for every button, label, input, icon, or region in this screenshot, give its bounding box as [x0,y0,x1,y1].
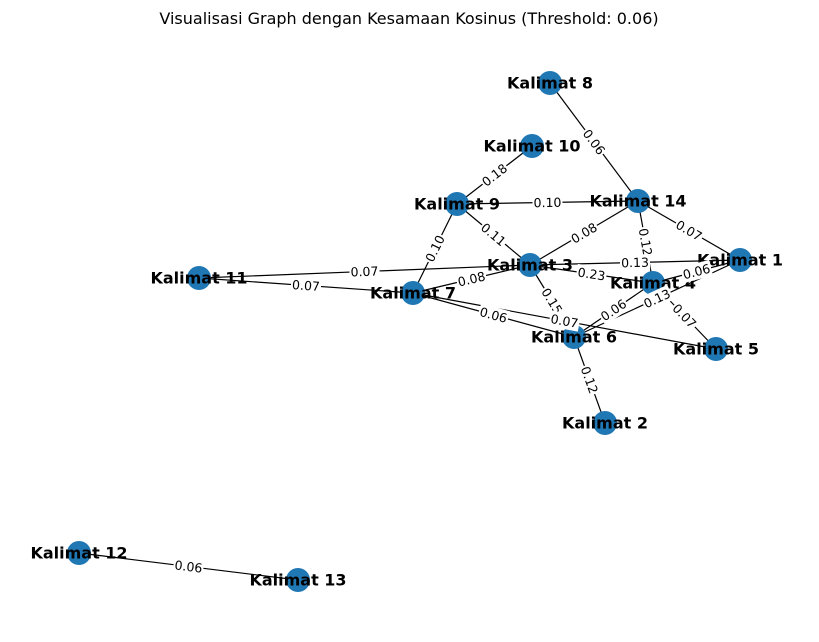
node-k6 [562,325,586,349]
edge-weight-k7-k3: 0.08 [455,267,488,291]
edge-weight-k6-k2: 0.12 [576,363,603,397]
edge-weight-background [567,218,601,248]
node-k10 [520,134,544,158]
edge-weight-k9-k14: 0.10 [532,194,563,211]
edge-weight-label: 0.10 [533,195,561,210]
node-k1 [728,248,752,272]
node-label-k9: Kalimat 9 [414,195,500,214]
node-k9 [445,192,469,216]
node-label-k11: Kalimat 11 [150,269,247,288]
node-label-k3: Kalimat 3 [487,256,573,275]
edge-weight-background [672,216,706,245]
node-label-k1: Kalimat 1 [697,251,783,270]
edge-weight-k7-k6: 0.06 [476,303,511,327]
edge-weight-label: 0.23 [577,265,607,284]
edge-weight-background [172,556,205,577]
edge-weight-label: 0.06 [174,557,204,575]
edge-weight-k6-k4: 0.06 [596,294,631,326]
node-label-k12: Kalimat 12 [30,544,127,563]
edge-weight-background [537,284,567,318]
edge-weight-label: 0.13 [621,255,649,271]
edge-weight-background [679,259,714,284]
edge-weight-background [349,262,380,281]
edge-weight-k12-k13: 0.06 [172,556,205,577]
edge-weight-k7-k5: 0.07 [548,310,581,332]
edge-weight-background [576,363,603,397]
edge-weight-background [476,218,511,251]
chart-title: Visualisasi Graph dengan Kesamaan Kosinu… [159,9,658,28]
edge-weight-background [578,125,610,159]
node-k5 [704,337,728,361]
edge-weight-k3-k4: 0.23 [575,263,608,285]
node-k14 [626,189,650,213]
edge-weight-background [477,159,512,191]
node-k3 [518,253,542,277]
edge-weight-label: 0.08 [456,268,487,289]
edge-weight-k9-k7: 0.10 [421,231,449,266]
node-k2 [593,411,617,435]
edge-weight-background [575,263,608,285]
node-k11 [187,266,211,290]
edge-weight-background [640,284,674,313]
edge-weight-k8-k14: 0.06 [578,125,610,159]
edge-weight-background [421,231,449,266]
node-labels-layer: Kalimat 1 Kalimat 2 Kalimat 3 Kalimat 4 Kali… [30,74,783,590]
edge-weight-background [476,303,511,327]
node-k7 [401,281,425,305]
node-label-k7: Kalimat 7 [370,284,456,303]
edge-weight-background [596,294,631,326]
edge-weight-label: 0.07 [292,277,321,294]
node-k12 [67,541,91,565]
edges-layer [78,82,741,581]
node-label-k6: Kalimat 6 [531,328,617,347]
edge-weight-k3-k1: 0.13 [619,254,651,271]
edge-weight-k14-k4: 0.12 [634,225,657,259]
edge-weight-label: 0.06 [681,261,712,283]
node-label-k4: Kalimat 4 [610,274,696,293]
edge-weight-background [634,225,657,259]
node-label-k10: Kalimat 10 [483,137,580,156]
node-label-k2: Kalimat 2 [562,414,648,433]
node-k13 [286,568,310,592]
edge-weight-background [532,194,563,211]
edge-weight-background [290,276,322,295]
edge-weight-k11-k3: 0.07 [349,262,380,281]
edge-weight-label: 0.12 [636,227,656,257]
edge-weight-label: 0.07 [350,263,378,279]
edge-weight-label: 0.06 [478,304,509,326]
edge-weight-k11-k7: 0.07 [290,276,322,295]
edge-weight-label: 0.07 [549,311,579,331]
edge-weight-background [668,299,701,333]
edge-weight-background [455,267,488,291]
edge-weight-k9-k3: 0.11 [476,218,511,251]
edge-weight-k10-k9: 0.18 [477,159,512,191]
edge-weight-k14-k1: 0.07 [672,216,706,245]
edge-weight-k1-k4: 0.06 [679,259,714,284]
node-label-k8: Kalimat 8 [507,74,593,93]
node-label-k13: Kalimat 13 [249,571,346,590]
node-label-k5: Kalimat 5 [673,340,759,359]
node-label-k14: Kalimat 14 [589,192,686,211]
edge-weight-background [619,254,651,271]
node-k8 [538,71,562,95]
edge-weight-k14-k3: 0.08 [567,218,601,248]
edge-weight-background [548,310,581,332]
nodes-layer [67,71,752,592]
